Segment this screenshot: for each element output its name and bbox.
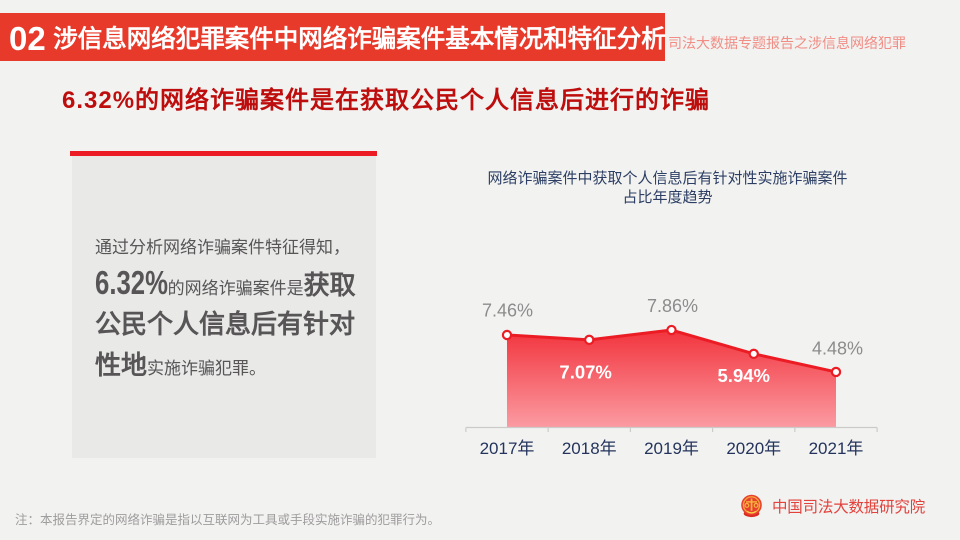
category-label-2017年: 2017年: [480, 439, 535, 458]
summary-segment: 公民个人信息后有针对: [95, 309, 356, 339]
brand-name: 中国司法大数据研究院: [772, 499, 926, 516]
panel-accent-bar: [70, 151, 377, 156]
header-banner: 02 涉信息网络犯罪案件中网络诈骗案件基本情况和特征分析: [0, 13, 666, 61]
data-point-2019年: [666, 324, 677, 336]
summary-line-2: 6.32% 的网络诈骗案件是 获取: [95, 264, 365, 305]
summary-segment: 通过分析网络诈骗案件特征得知，: [95, 238, 350, 257]
value-label-2020年: 5.94%: [718, 365, 770, 386]
summary-segment: 6.32%: [95, 264, 168, 301]
data-point-2020年: [748, 348, 759, 360]
category-label-2020年: 2020年: [726, 439, 781, 458]
category-label-2019年: 2019年: [644, 439, 699, 458]
court-emblem-logo: [741, 494, 762, 518]
value-label-2018年: 7.07%: [559, 361, 611, 382]
page-title: 涉信息网络犯罪案件中网络诈骗案件基本情况和特征分析: [53, 25, 666, 53]
footnote: 注：本报告界定的网络诈骗是指以互联网为工具或手段实施诈骗的犯罪行为。: [15, 512, 441, 527]
value-label-2019年: 7.86%: [647, 296, 698, 316]
summary-segment: 获取: [303, 270, 356, 300]
summary-line-1: 通过分析网络诈骗案件特征得知，: [95, 233, 365, 274]
section-number: 02: [9, 19, 46, 57]
summary-text: 通过分析网络诈骗案件特征得知， 6.32% 的网络诈骗案件是 获取公民个人信息后有针对…: [95, 215, 365, 386]
report-series-label: 司法大数据专题报告之涉信息网络犯罪: [668, 35, 906, 51]
data-point-2021年: [830, 366, 842, 378]
chart-title-line-1: 网络诈骗案件中获取个人信息后有针对性实施诈骗案件: [487, 169, 848, 187]
area-fill: [507, 330, 836, 428]
summary-line-4: 性地 实施诈骗犯罪。: [95, 345, 365, 386]
data-point-2017年: [501, 329, 513, 341]
value-label-2017年: 7.46%: [482, 300, 533, 320]
chart-title: 网络诈骗案件中获取个人信息后有针对性实施诈骗案件 占比年度趋势: [455, 169, 880, 208]
value-label-2021年: 4.48%: [812, 338, 863, 358]
summary-panel: [72, 156, 376, 458]
key-finding-headline: 6.32%的网络诈骗案件是在获取公民个人信息后进行的诈骗: [62, 87, 711, 114]
data-point-2018年: [584, 334, 595, 346]
summary-line-3: 公民个人信息后有针对: [95, 304, 365, 345]
summary-segment: 的网络诈骗案件是: [167, 279, 304, 298]
summary-segment: 实施诈骗犯罪。: [147, 358, 267, 378]
category-label-2018年: 2018年: [562, 439, 617, 458]
chart-title-line-2: 占比年度趋势: [622, 189, 713, 206]
brand-footer: 中国司法大数据研究院: [740, 494, 925, 518]
summary-segment: 性地: [95, 349, 148, 380]
category-label-2021年: 2021年: [809, 439, 864, 458]
